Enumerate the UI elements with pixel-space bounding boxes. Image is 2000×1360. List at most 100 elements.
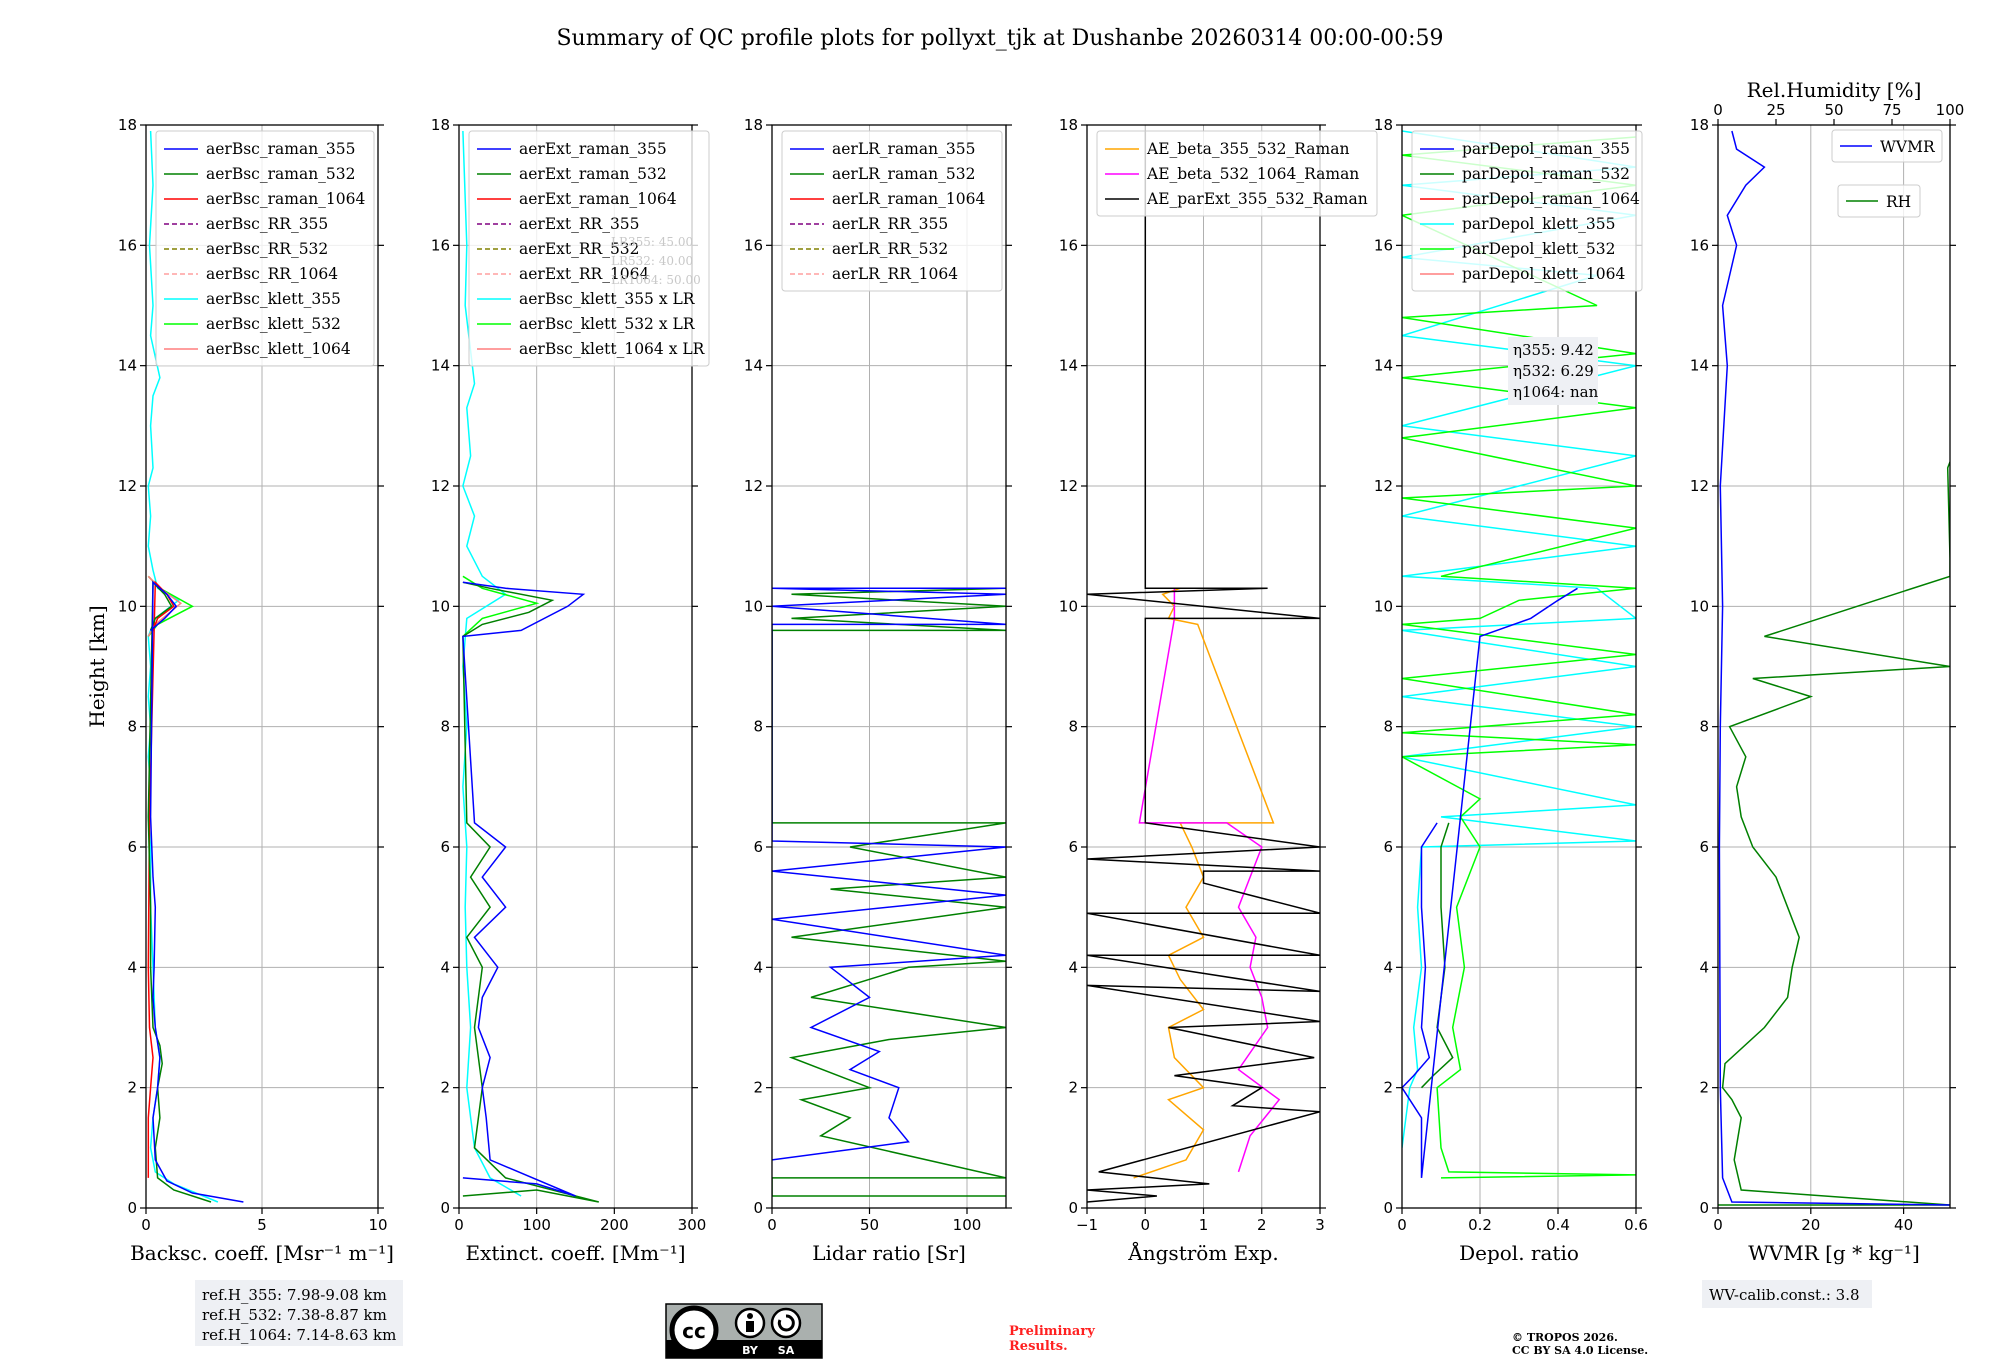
y-tick-label: 12 [1690, 477, 1709, 495]
x-tick-label: 0 [767, 1216, 777, 1234]
y-tick-label: 12 [118, 477, 137, 495]
x-axis-label: Depol. ratio [1459, 1241, 1579, 1265]
x-tick-label: 0 [1140, 1216, 1150, 1234]
eta-value: η1064: nan [1513, 383, 1599, 401]
legend-entry: parDepol_klett_532 [1462, 240, 1615, 258]
y-tick-label: 4 [1383, 958, 1393, 976]
ref-height-532: ref.H_532: 7.38-8.87 km [202, 1306, 387, 1324]
y-tick-label: 8 [753, 718, 763, 736]
series-group [147, 130, 244, 1203]
eta-annotation: η355: 9.42 η532: 6.29 η1064: nan [1508, 337, 1599, 405]
x-tick-label: −1 [1076, 1216, 1098, 1234]
top-x-tick-label: 0 [1713, 101, 1723, 119]
y-tick-label: 6 [753, 838, 763, 856]
top-x-axis-label: Rel.Humidity [%] [1747, 78, 1922, 102]
legend-entry: aerExt_raman_532 [519, 165, 667, 183]
legend-entry: aerBsc_RR_1064 [206, 265, 338, 283]
y-tick-label: 0 [440, 1199, 450, 1217]
plot-frame [458, 124, 693, 1209]
x-tick-label: 0 [141, 1216, 151, 1234]
legend-entry: aerExt_RR_355 [519, 215, 640, 233]
series-line-AE_beta_355_532_Raman [1133, 587, 1275, 1179]
series-line-RH [1718, 461, 1950, 1206]
legend: AE_beta_355_532_Raman AE_beta_532_1064_Ra… [1096, 130, 1378, 217]
y-tick-label: 18 [1374, 116, 1393, 134]
y-tick-label: 2 [127, 1079, 137, 1097]
x-tick-label: 0.6 [1624, 1216, 1648, 1234]
y-tick-label: 8 [1383, 718, 1393, 736]
legend-entry: aerExt_RR_532 [519, 240, 640, 258]
legend-entry: aerBsc_raman_532 [206, 165, 356, 183]
y-tick-label: 14 [1374, 357, 1393, 375]
cc-license-badge: cc BY SA [665, 1303, 823, 1359]
series-line-aerBsc_raman_532 [147, 580, 212, 1203]
y-tick-label: 16 [1374, 236, 1393, 254]
y-tick-label: 6 [1068, 838, 1078, 856]
y-tick-label: 16 [431, 236, 450, 254]
ref-height-box: ref.H_355: 7.98-9.08 km ref.H_532: 7.38-… [195, 1280, 403, 1346]
eta-value: η532: 6.29 [1513, 362, 1594, 380]
y-tick-label: 4 [1699, 958, 1709, 976]
y-tick-label: 2 [1699, 1079, 1709, 1097]
y-tick-label: 0 [753, 1199, 763, 1217]
legend-entry: AE_beta_532_1064_Raman [1146, 165, 1359, 183]
y-tick-label: 18 [118, 116, 137, 134]
y-tick-label: 2 [1068, 1079, 1078, 1097]
x-tick-label: 10 [368, 1216, 387, 1234]
y-tick-label: 14 [1059, 357, 1078, 375]
series-group [772, 587, 1006, 1197]
y-tick-label: 4 [127, 958, 137, 976]
wv-calib-annotation: WV-calib.const.: 3.8 [1702, 1280, 1872, 1308]
legend-box [781, 130, 1003, 292]
y-tick-label: 8 [127, 718, 137, 736]
plot-frame [1401, 124, 1637, 1209]
legend-entry: aerBsc_klett_355 [206, 290, 341, 308]
top-x-tick-label: 25 [1766, 101, 1785, 119]
top-x-tick-label: 75 [1882, 101, 1901, 119]
series-group [1718, 130, 1950, 1206]
x-tick-label: 0 [1713, 1216, 1723, 1234]
x-axis-label: Extinct. coeff. [Mm⁻¹] [465, 1241, 685, 1265]
legend-box [1831, 129, 1943, 163]
y-tick-label: 14 [1690, 357, 1709, 375]
y-tick-label: 6 [440, 838, 450, 856]
y-tick-label: 4 [753, 958, 763, 976]
series-line-AE_parExt_355_532_Raman [1087, 131, 1320, 1203]
series-line-aerExt_raman_532 [462, 581, 599, 1203]
legend-entry: parDepol_raman_355 [1462, 140, 1630, 158]
y-tick-label: 16 [118, 236, 137, 254]
y-tick-label: 6 [127, 838, 137, 856]
lidar-ratio-annotation: LR532: 40.00 [611, 254, 693, 268]
copyright-note: © TROPOS 2026. [1512, 1331, 1618, 1344]
series-line-aerBsc_raman_355 [149, 580, 244, 1203]
legend-entry: WVMR [1880, 138, 1936, 156]
series-line-AE_beta_532_1064_Raman [1138, 588, 1281, 1173]
x-tick-label: 20 [1801, 1216, 1820, 1234]
y-tick-label: 10 [118, 597, 137, 615]
lidar-ratio-annotation: LR355: 45.00 [611, 235, 693, 249]
ref-height-1064: ref.H_1064: 7.14-8.63 km [202, 1326, 396, 1344]
legend-entry: aerBsc_klett_355 x LR [519, 290, 696, 308]
x-tick-label: 5 [257, 1216, 267, 1234]
series-line-aerExt_raman_355 [462, 581, 586, 1197]
y-tick-label: 18 [431, 116, 450, 134]
series-line-aerBsc_raman_1064 [147, 580, 175, 1178]
series-line-aerBsc_klett_355 x LR [462, 130, 522, 1197]
legend-entry: aerBsc_klett_532 [206, 315, 341, 333]
legend-entry: aerBsc_raman_355 [206, 140, 356, 158]
legend-entry: aerLR_RR_355 [832, 215, 948, 233]
legend-entry: aerLR_RR_532 [832, 240, 948, 258]
legend: aerLR_raman_355 aerLR_raman_532 aerLR_rama… [781, 130, 1003, 292]
legend-entry: aerBsc_klett_532 x LR [519, 315, 696, 333]
legend-entry: aerBsc_RR_355 [206, 215, 328, 233]
y-tick-label: 6 [1383, 838, 1393, 856]
legend-entry: aerBsc_klett_1064 [206, 340, 351, 358]
x-axis-label: Ångström Exp. [1127, 1240, 1278, 1265]
legend-box [468, 130, 710, 367]
y-tick-label: 16 [1690, 236, 1709, 254]
lidar-ratio-annotation: LR1064: 50.00 [611, 273, 701, 287]
x-tick-label: 0.4 [1546, 1216, 1570, 1234]
series-group [462, 130, 599, 1203]
top-x-tick-label: 50 [1824, 101, 1843, 119]
